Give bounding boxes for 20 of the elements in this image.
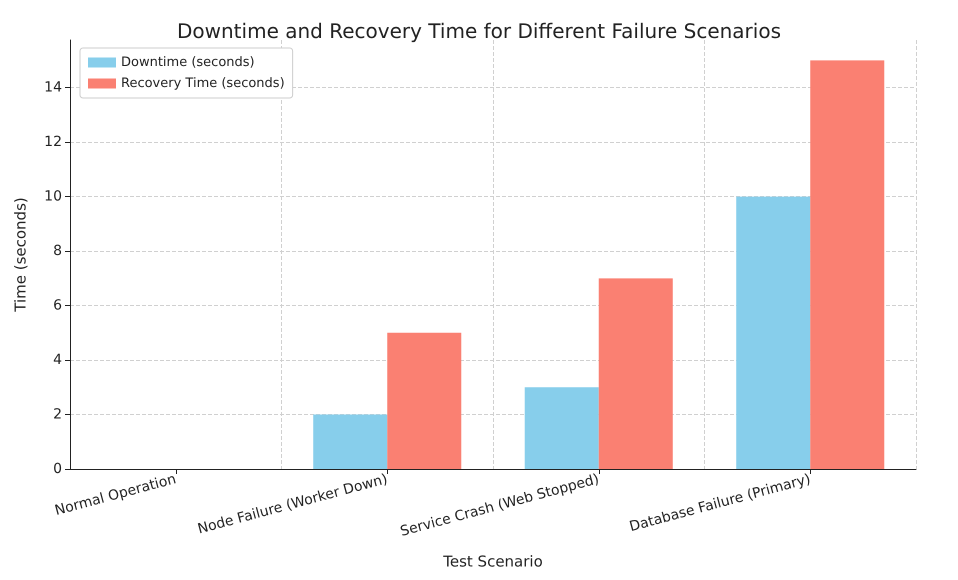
y-tick-label: 14 — [44, 80, 62, 96]
y-tick-label: 6 — [53, 298, 62, 314]
bar — [524, 387, 599, 469]
x-axis-title: Test Scenario — [442, 552, 543, 570]
bar — [313, 414, 388, 469]
y-tick-label: 2 — [53, 406, 62, 423]
bar — [387, 332, 462, 469]
y-tick-label: 4 — [53, 352, 62, 368]
bar — [736, 196, 810, 469]
legend-label: Downtime (seconds) — [121, 55, 255, 70]
x-tick-label: Node Failure (Worker Down) — [196, 471, 390, 538]
y-tick-label: 8 — [53, 243, 62, 260]
bar — [810, 60, 884, 469]
y-tick-label: 12 — [44, 134, 62, 150]
legend-label: Recovery Time (seconds) — [121, 76, 285, 91]
y-tick-label: 10 — [44, 188, 62, 205]
bar — [598, 278, 673, 469]
y-tick-label: 0 — [53, 461, 62, 477]
y-axis-title: Time (seconds) — [12, 197, 30, 313]
chart-title: Downtime and Recovery Time for Different Failure Scenarios — [177, 19, 781, 43]
